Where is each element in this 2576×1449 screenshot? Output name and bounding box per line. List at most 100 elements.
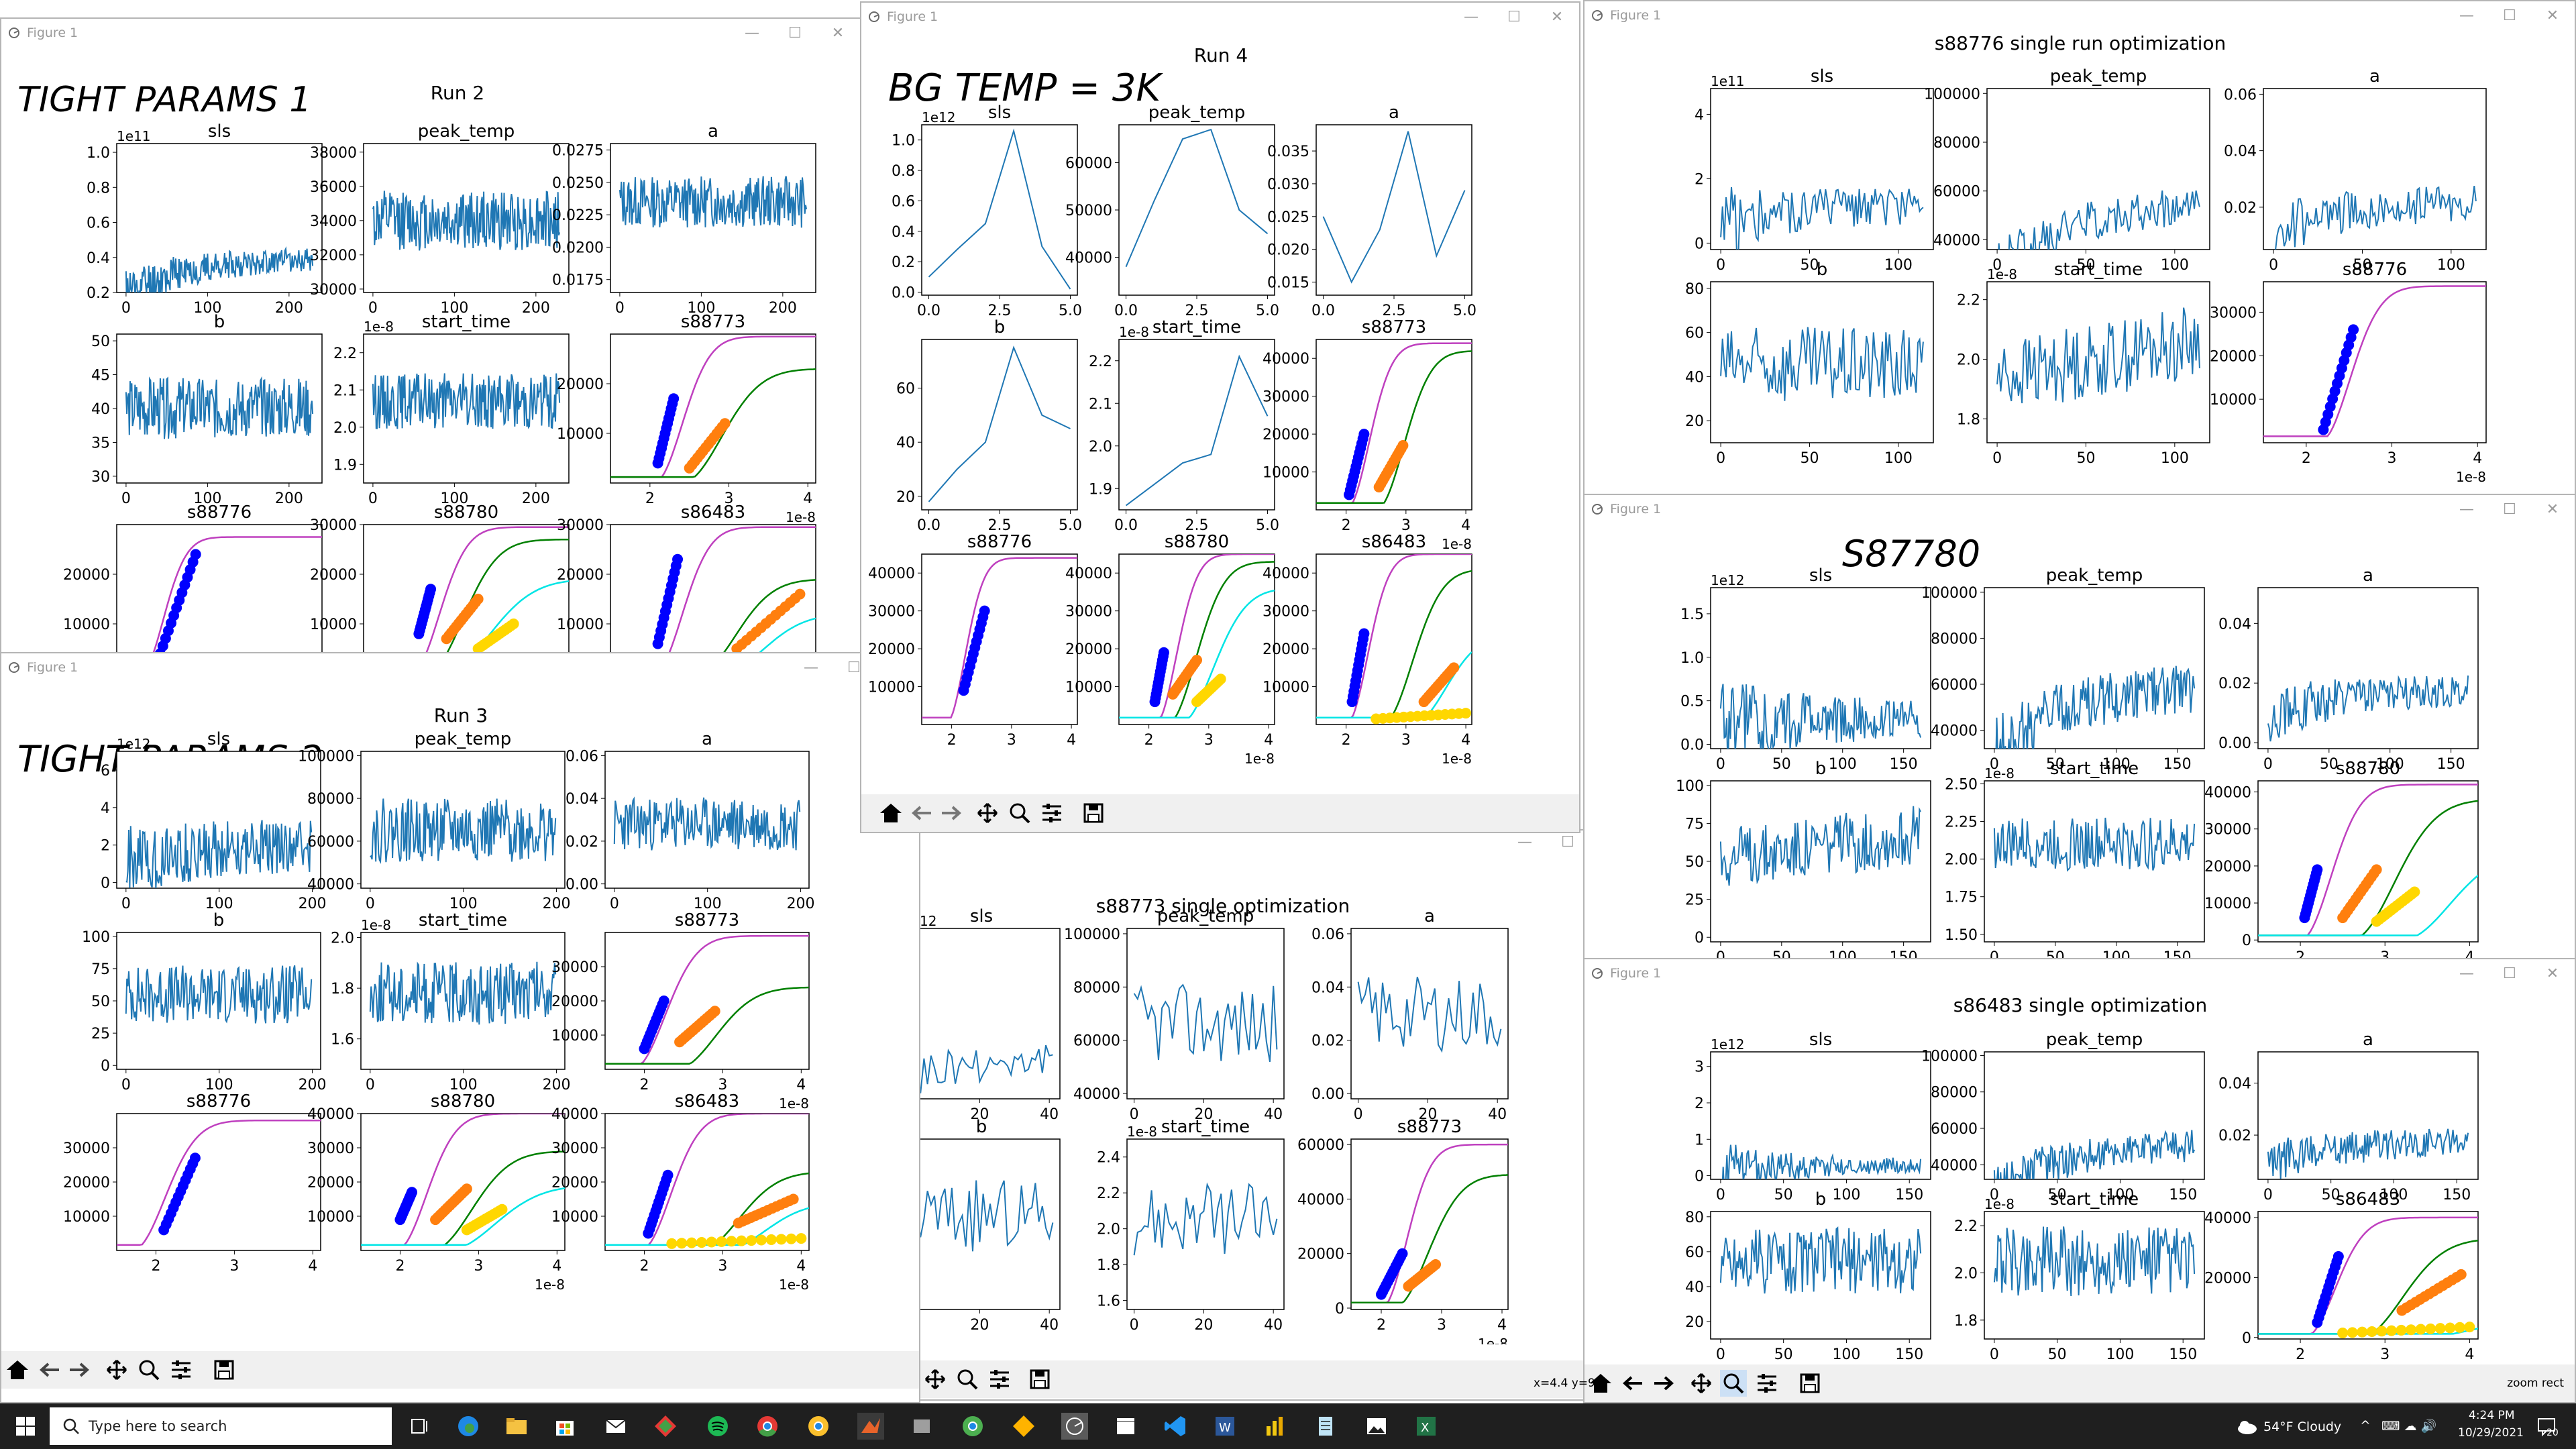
forward-arrow-icon[interactable] <box>1649 1368 1678 1398</box>
task-view-icon[interactable] <box>407 1413 433 1440</box>
clock-time[interactable]: 4:24 PM <box>2469 1409 2515 1422</box>
axis-offset-label: 1e-8 <box>1987 266 2017 282</box>
matplotlib-figure-icon[interactable] <box>1061 1413 1088 1440</box>
vscode-icon[interactable] <box>1162 1413 1189 1440</box>
windows-start-icon[interactable] <box>12 1413 39 1440</box>
data-point <box>1215 674 1226 685</box>
close-button[interactable]: ✕ <box>2546 965 2559 982</box>
tray-chevron-icon[interactable]: ^ <box>2360 1418 2371 1433</box>
save-icon[interactable] <box>209 1355 239 1385</box>
zoom-icon[interactable] <box>1719 1368 1748 1398</box>
data-point <box>979 605 990 616</box>
photos-icon[interactable] <box>1363 1413 1390 1440</box>
home-icon[interactable] <box>3 1355 32 1385</box>
excel-icon[interactable]: X <box>1413 1413 1440 1440</box>
minimize-button[interactable]: — <box>804 659 818 676</box>
file-explorer-icon[interactable] <box>503 1413 530 1440</box>
app-icon[interactable] <box>908 1413 935 1440</box>
x-tick-label: 100 <box>2102 756 2131 773</box>
back-arrow-icon[interactable] <box>907 798 936 828</box>
axes-frame <box>921 553 1078 725</box>
chrome-icon[interactable] <box>754 1413 781 1440</box>
close-button[interactable]: ✕ <box>831 25 845 42</box>
data-point <box>1191 655 1202 666</box>
tray-icons[interactable]: ⌨ ☁ 🔊 <box>2381 1419 2437 1434</box>
maximize-button[interactable]: ☐ <box>2503 965 2516 982</box>
minimize-button[interactable]: — <box>1464 9 1479 25</box>
zoom-icon[interactable] <box>953 1364 982 1394</box>
minimize-button[interactable]: — <box>1517 834 1532 851</box>
minimize-button[interactable]: — <box>745 25 759 42</box>
home-icon[interactable] <box>1586 1368 1615 1398</box>
chrome-profile-icon[interactable] <box>805 1413 832 1440</box>
x-tick-label: 0 <box>610 896 619 912</box>
minimize-button[interactable]: — <box>2459 7 2474 24</box>
store-icon[interactable] <box>551 1413 578 1440</box>
back-arrow-icon[interactable] <box>35 1355 64 1385</box>
chart-title: peak_temp <box>1157 906 1254 926</box>
minimize-button[interactable]: — <box>2459 501 2474 518</box>
maximize-button[interactable]: ☐ <box>847 659 861 676</box>
taskbar-search-box[interactable]: Type here to search <box>50 1407 392 1445</box>
save-icon[interactable] <box>1795 1368 1825 1398</box>
chart-title: s88780 <box>2336 759 2400 779</box>
data-line <box>1998 190 2200 250</box>
configure-subplots-icon[interactable] <box>985 1364 1014 1394</box>
zoom-icon[interactable] <box>134 1355 164 1385</box>
x-tick-label: 200 <box>543 896 571 912</box>
forward-arrow-icon[interactable] <box>936 798 966 828</box>
chrome-profile-icon[interactable] <box>959 1413 986 1440</box>
axes-frame <box>1986 281 2210 443</box>
configure-subplots-icon[interactable] <box>1037 798 1067 828</box>
x-tick-label: 0 <box>366 896 375 912</box>
clapperboard-icon[interactable] <box>1112 1413 1139 1440</box>
matlab-icon[interactable] <box>857 1413 884 1440</box>
chart-start_time: start_time 0 20 40 1.6 1.8 2.0 2.2 2.4 1e-8 <box>1097 1117 1285 1334</box>
data-point <box>2409 886 2420 898</box>
close-button[interactable]: ✕ <box>2546 501 2559 518</box>
y-tick-label: 0.4 <box>87 250 110 267</box>
pan-icon[interactable] <box>1686 1368 1716 1398</box>
spotify-icon[interactable] <box>704 1413 731 1440</box>
gitkraken-icon[interactable] <box>652 1413 679 1440</box>
notepad-icon[interactable] <box>1312 1413 1339 1440</box>
configure-subplots-icon[interactable] <box>166 1355 196 1385</box>
chart-a: a 0.0 2.5 5.0 0.015 0.020 0.025 0.030 0.035 <box>1267 103 1477 319</box>
zoom-icon[interactable] <box>1005 798 1034 828</box>
pan-icon[interactable] <box>920 1364 950 1394</box>
x-tick-label: 20 <box>1418 1106 1437 1123</box>
x-tick-label: 0 <box>368 300 378 317</box>
clock-date[interactable]: 10/29/2021 <box>2458 1426 2524 1440</box>
plot-area <box>909 1044 1053 1093</box>
close-button[interactable]: ✕ <box>2546 7 2559 24</box>
pan-icon[interactable] <box>102 1355 131 1385</box>
maximize-button[interactable]: ☐ <box>1507 9 1521 25</box>
edge-icon[interactable] <box>455 1413 482 1440</box>
back-arrow-icon[interactable] <box>1618 1368 1648 1398</box>
y-tick-label: 0.4 <box>892 224 915 241</box>
mail-icon[interactable] <box>602 1413 629 1440</box>
y-tick-label: 10000 <box>551 1028 598 1044</box>
pan-icon[interactable] <box>973 798 1002 828</box>
maximize-button[interactable]: ☐ <box>1561 834 1574 851</box>
configure-subplots-icon[interactable] <box>1752 1368 1782 1398</box>
chart-title: b <box>1815 1189 1827 1210</box>
maximize-button[interactable]: ☐ <box>2503 7 2516 24</box>
home-icon[interactable] <box>876 798 906 828</box>
axes-frame <box>1126 928 1285 1099</box>
notification-icon[interactable] <box>2533 1413 2560 1440</box>
chart-s88780: s88780 2 3 4 10000 20000 30000 40000 1e-8 <box>307 1091 566 1293</box>
forward-arrow-icon[interactable] <box>64 1355 94 1385</box>
maximize-button[interactable]: ☐ <box>2503 501 2516 518</box>
x-tick-label: 0 <box>1716 257 1725 274</box>
powerbi-icon[interactable] <box>1261 1413 1288 1440</box>
close-button[interactable]: ✕ <box>1550 9 1564 25</box>
y-tick-label: 6 <box>101 763 110 780</box>
minimize-button[interactable]: — <box>2459 965 2474 982</box>
maximize-button[interactable]: ☐ <box>788 25 802 42</box>
word-icon[interactable]: W <box>1212 1413 1238 1440</box>
save-icon[interactable] <box>1079 798 1108 828</box>
save-icon[interactable] <box>1025 1364 1055 1394</box>
gitkraken-icon[interactable] <box>1010 1413 1037 1440</box>
y-tick-label: 0.06 <box>2224 87 2257 103</box>
